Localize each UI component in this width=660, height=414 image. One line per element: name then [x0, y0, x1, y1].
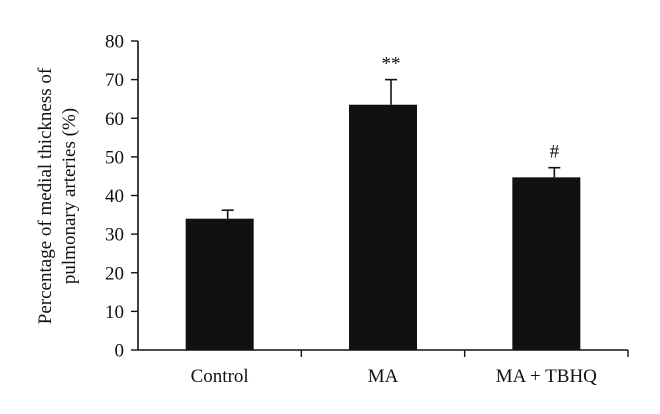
y-tick-label-10: 10: [105, 302, 124, 323]
bar-control: [185, 218, 254, 350]
y-tick-label-0: 0: [115, 341, 125, 362]
y-tick-label-70: 70: [105, 70, 124, 91]
y-axis-label-line-2: pulmonary arteries (%): [59, 108, 80, 284]
significance-label-2: #: [550, 142, 560, 163]
x-tick-label-0: Control: [191, 366, 249, 387]
plot-area: 0 10 20 30 40 50 60 70 80 Control ** MA # MA + TBHQ: [105, 32, 629, 387]
y-tick-label-30: 30: [105, 225, 124, 246]
x-tick-label-1: MA: [368, 366, 399, 387]
y-axis-label-line-1: Percentage of medial thickness of: [35, 67, 56, 324]
significance-label-1: **: [382, 54, 401, 75]
bar-ma: [349, 104, 417, 350]
y-axis-label: Percentage of medial thickness of pulmon…: [35, 67, 80, 324]
y-tick-label-40: 40: [105, 186, 124, 207]
y-tick-label-80: 80: [105, 32, 124, 53]
x-tick-label-2: MA + TBHQ: [496, 366, 597, 387]
y-tick-label-60: 60: [105, 109, 124, 130]
bar-ma-tbhq: [512, 177, 581, 350]
y-tick-label-20: 20: [105, 263, 124, 284]
y-tick-label-50: 50: [105, 147, 124, 168]
